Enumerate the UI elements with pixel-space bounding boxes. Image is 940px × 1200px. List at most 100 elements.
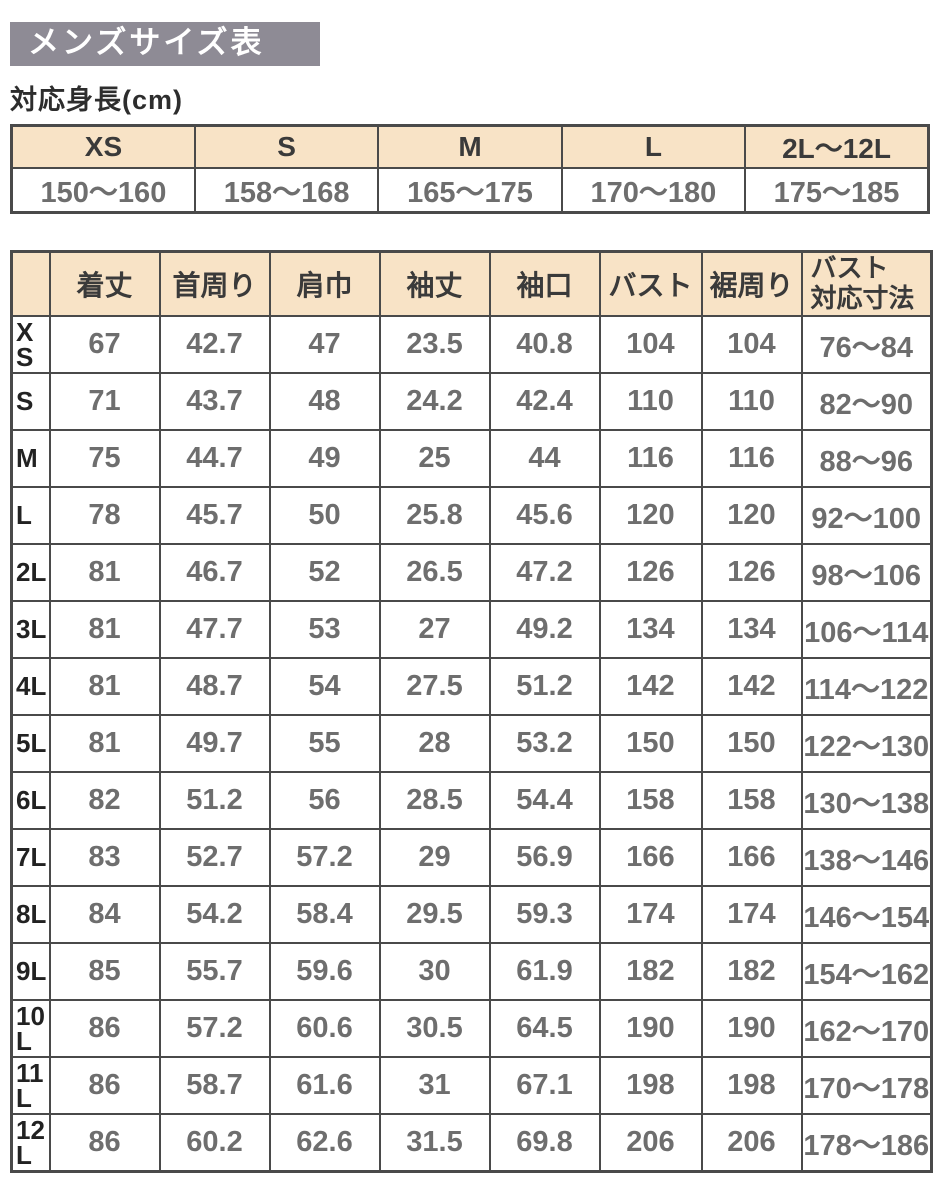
size-value-cell: 75: [48, 429, 161, 489]
size-row-label: 6L: [10, 771, 51, 831]
corner-cell: [10, 250, 51, 318]
size-value-cell: 56: [268, 771, 381, 831]
size-value-cell: 54.2: [158, 885, 271, 945]
size-value-cell: 198: [700, 1056, 803, 1116]
size-col-header: 袖口: [488, 250, 601, 318]
size-table-row: 7L 83 52.7 57.2 29 56.9 166 166 138〜146: [10, 828, 933, 888]
size-value-cell: 28: [378, 714, 491, 774]
size-value-cell: 86: [48, 999, 161, 1059]
size-value-cell: 182: [700, 942, 803, 1002]
size-value-cell: 83: [48, 828, 161, 888]
size-value-cell: 28.5: [378, 771, 491, 831]
size-value-cell: 166: [700, 828, 803, 888]
size-value-cell: 170〜178: [800, 1056, 933, 1116]
size-row-label: 8L: [10, 885, 51, 945]
size-value-cell: 31: [378, 1056, 491, 1116]
size-col-header: 着丈: [48, 250, 161, 318]
size-table: 着丈 首周り 肩巾 袖丈 袖口 バスト 裾周り バスト 対応寸法 XS 67 42.7 47 23.5…: [10, 250, 933, 1174]
size-value-cell: 166: [598, 828, 703, 888]
size-row-label: 7L: [10, 828, 51, 888]
size-value-cell: 58.4: [268, 885, 381, 945]
size-value-cell: 24.2: [378, 372, 491, 432]
height-value-cell: 175〜185: [744, 167, 930, 214]
size-value-cell: 182: [598, 942, 703, 1002]
size-value-cell: 92〜100: [800, 486, 933, 546]
size-row-label: L: [10, 486, 51, 546]
size-value-cell: 158: [700, 771, 803, 831]
size-value-cell: 57.2: [268, 828, 381, 888]
size-value-cell: 42.4: [488, 372, 601, 432]
size-value-cell: 47.2: [488, 543, 601, 603]
size-value-cell: 61.9: [488, 942, 601, 1002]
size-value-cell: 49.2: [488, 600, 601, 660]
size-value-cell: 52.7: [158, 828, 271, 888]
size-value-cell: 60.2: [158, 1113, 271, 1173]
size-value-cell: 206: [700, 1113, 803, 1173]
size-table-row: 3L 81 47.7 53 27 49.2 134 134 106〜114: [10, 600, 933, 660]
size-value-cell: 81: [48, 600, 161, 660]
size-value-cell: 82: [48, 771, 161, 831]
size-value-cell: 27: [378, 600, 491, 660]
size-row-label: XS: [10, 315, 51, 375]
size-value-cell: 174: [598, 885, 703, 945]
size-table-row: 11L 86 58.7 61.6 31 67.1 198 198 170〜178: [10, 1056, 933, 1116]
size-value-cell: 114〜122: [800, 657, 933, 717]
size-value-cell: 47: [268, 315, 381, 375]
size-value-cell: 130〜138: [800, 771, 933, 831]
size-value-cell: 110: [700, 372, 803, 432]
height-col-header: S: [193, 124, 380, 170]
size-value-cell: 47.7: [158, 600, 271, 660]
height-col-header: 2L〜12L: [744, 124, 930, 170]
size-value-cell: 50: [268, 486, 381, 546]
size-value-cell: 154〜162: [800, 942, 933, 1002]
size-value-cell: 58.7: [158, 1056, 271, 1116]
size-value-cell: 30.5: [378, 999, 491, 1059]
size-row-label: 10L: [10, 999, 51, 1059]
size-value-cell: 138〜146: [800, 828, 933, 888]
size-value-cell: 198: [598, 1056, 703, 1116]
size-value-cell: 51.2: [488, 657, 601, 717]
size-row-label: 11L: [10, 1056, 51, 1116]
size-value-cell: 134: [598, 600, 703, 660]
size-value-cell: 59.3: [488, 885, 601, 945]
size-value-cell: 76〜84: [800, 315, 933, 375]
height-value-cell: 158〜168: [193, 167, 380, 214]
size-value-cell: 56.9: [488, 828, 601, 888]
size-value-cell: 81: [48, 543, 161, 603]
size-row-label: S: [10, 372, 51, 432]
size-value-cell: 52: [268, 543, 381, 603]
size-row-label: M: [10, 429, 51, 489]
size-value-cell: 81: [48, 714, 161, 774]
height-col-header: L: [560, 124, 747, 170]
size-value-cell: 142: [700, 657, 803, 717]
size-value-cell: 44.7: [158, 429, 271, 489]
size-row-label: 2L: [10, 543, 51, 603]
height-value-cell: 165〜175: [377, 167, 563, 214]
size-value-cell: 81: [48, 657, 161, 717]
size-value-cell: 69.8: [488, 1113, 601, 1173]
size-value-cell: 49.7: [158, 714, 271, 774]
size-value-cell: 82〜90: [800, 372, 933, 432]
size-value-cell: 116: [598, 429, 703, 489]
size-value-cell: 29: [378, 828, 491, 888]
height-col-header: M: [377, 124, 563, 170]
size-table-row: 9L 85 55.7 59.6 30 61.9 182 182 154〜162: [10, 942, 933, 1002]
size-value-cell: 23.5: [378, 315, 491, 375]
size-value-cell: 174: [700, 885, 803, 945]
size-value-cell: 98〜106: [800, 543, 933, 603]
size-value-cell: 51.2: [158, 771, 271, 831]
size-value-cell: 54.4: [488, 771, 601, 831]
size-table-row: 6L 82 51.2 56 28.5 54.4 158 158 130〜138: [10, 771, 933, 831]
size-value-cell: 104: [598, 315, 703, 375]
height-table-header-row: XS S M L 2L〜12L: [10, 124, 930, 170]
size-value-cell: 48: [268, 372, 381, 432]
height-table: XS S M L 2L〜12L 150〜160 158〜168 165〜175 170〜180…: [10, 124, 930, 215]
size-value-cell: 84: [48, 885, 161, 945]
size-value-cell: 85: [48, 942, 161, 1002]
size-value-cell: 134: [700, 600, 803, 660]
size-value-cell: 44: [488, 429, 601, 489]
height-section-label: 対応身長(cm): [10, 85, 184, 116]
height-table-value-row: 150〜160 158〜168 165〜175 170〜180 175〜185: [10, 167, 930, 214]
size-row-label: 9L: [10, 942, 51, 1002]
size-value-cell: 150: [700, 714, 803, 774]
